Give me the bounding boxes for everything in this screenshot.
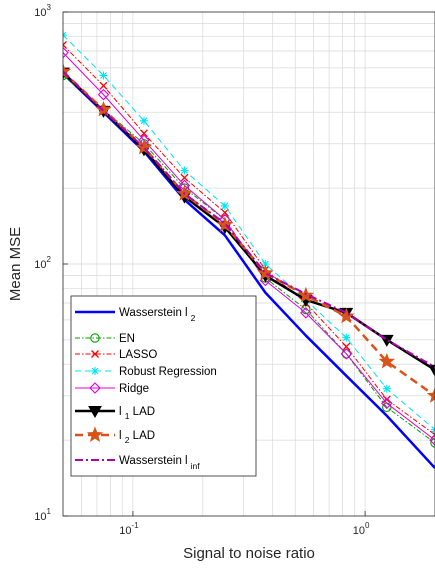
legend-label: Robust Regression [119,366,217,378]
legend-label: LASSO [119,349,157,361]
data-point [342,333,351,342]
legend-item: Robust Regression [75,366,217,378]
data-point [257,264,274,281]
legend-marker [88,406,102,419]
data-point [300,307,312,319]
legend-item: LASSO [75,349,157,361]
data-point [341,349,352,359]
series-layer [63,31,435,469]
data-point [99,71,108,80]
legend-marker [86,426,104,442]
series-line [63,34,435,431]
data-point [426,387,435,403]
data-point [429,434,435,446]
legend-item: Wasserstein l inf [75,455,200,471]
data-point [216,216,234,232]
x-axis-label: Signal to noise ratio [183,545,315,562]
data-point [135,138,153,155]
legend-label: Wasserstein l inf [119,455,200,471]
legend-marker [90,333,100,343]
data-point [382,384,391,393]
legend-item: EN [75,333,135,345]
y-tick-label: 103 [34,3,51,19]
data-point [381,397,393,410]
data-point [63,46,69,59]
series-7 [63,70,435,368]
series-2 [63,40,435,439]
data-point [97,88,110,101]
series-line [63,70,435,368]
legend-marker [91,367,99,375]
data-point [99,81,108,90]
data-point [139,116,148,125]
x-tick-label: 10-1 [119,521,139,537]
y-tick-label: 102 [34,255,51,271]
data-point [140,129,148,138]
data-point [428,364,435,377]
series-line [63,44,435,436]
data-point [180,173,189,182]
legend: Wasserstein l 2 EN LASSO Robust Regression Ri… [70,295,257,477]
data-point [220,201,229,210]
data-point [342,342,351,351]
legend-label: EN [119,333,135,345]
legend-item: l 1 LAD [75,406,155,421]
data-point [220,208,229,217]
data-point [382,395,391,404]
data-point [378,352,396,369]
axis-ticks: 10-1 100 101 102 103 [34,3,370,537]
legend-box [70,295,257,477]
y-tick-label: 101 [34,507,51,523]
data-point [340,348,353,360]
legend-label: l 2 LAD [119,430,155,445]
legend-item: l 2 LAD [75,426,155,445]
data-point [95,100,112,117]
data-point [180,166,189,175]
legend-item: Ridge [75,382,149,395]
data-point [63,40,67,49]
data-point [261,260,270,268]
legend-marker [89,382,101,394]
data-point [338,307,355,324]
y-axis-label: Mean MSE [7,227,24,301]
x-tick-label: 100 [353,521,370,537]
legend-marker [91,350,99,358]
legend-label: Ridge [119,383,149,395]
legend-label: l 1 LAD [119,406,155,421]
